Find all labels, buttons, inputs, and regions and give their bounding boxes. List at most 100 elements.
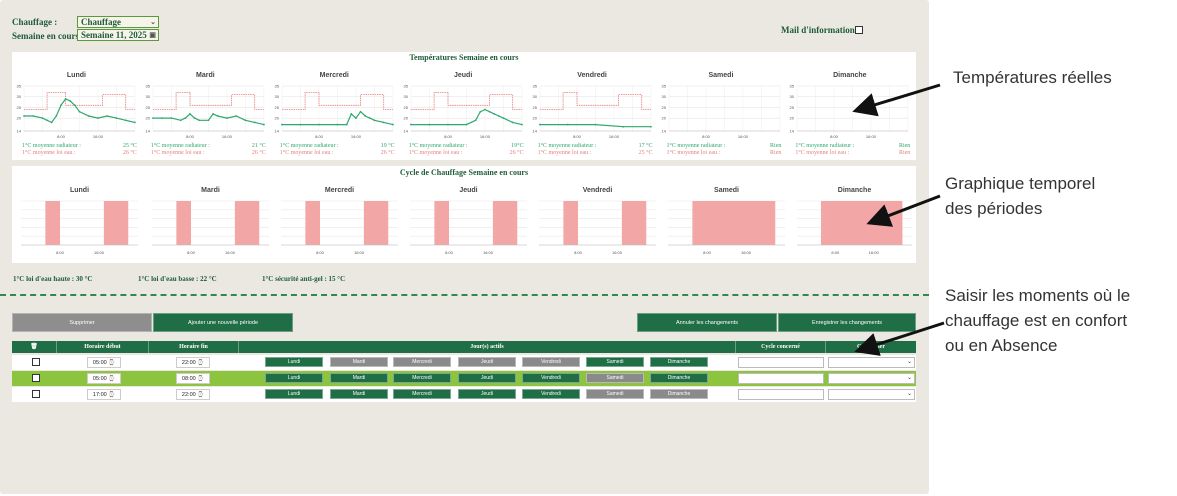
day-toggle-mercredi[interactable]: Mercredi — [393, 357, 451, 367]
day-toggle-jeudi[interactable]: Jeudi — [458, 357, 516, 367]
series-loi-eau-line — [152, 92, 264, 110]
trash-icon[interactable]: 🗑 — [12, 341, 57, 353]
calendar-select[interactable]: ⌄ — [828, 357, 915, 368]
x-tick-label: 8:00 — [187, 250, 196, 255]
stat-water-law-label: 1°C moyenne loi eau : — [408, 150, 463, 156]
y-tick-label: 30 — [661, 94, 666, 99]
cycle-facet-dimanche: Dimanche 8:00 16:00 — [793, 166, 916, 263]
mail-checkbox[interactable] — [855, 26, 863, 34]
day-toggle-mardi[interactable]: Mardi — [330, 389, 388, 399]
stat-water-law-value: 26 °C — [509, 150, 524, 156]
y-tick-label: 14 — [145, 129, 150, 134]
day-toggle-mercredi[interactable]: Mercredi — [393, 373, 451, 383]
radiateur-point — [193, 117, 196, 120]
x-tick-label: 8:00 — [56, 250, 65, 255]
heating-period-bar — [492, 201, 518, 245]
y-tick-label: 30 — [17, 94, 22, 99]
table-row[interactable]: 05:00 ⌚ 08:00 ⌚ Lundi Mardi Mercredi Jeudi Ven… — [12, 371, 916, 386]
header-days: Jour(s) actifs — [239, 341, 736, 353]
stat-water-law-label: 1°C moyenne loi eau : — [150, 150, 205, 156]
water-law-low: 1°C loi d'eau basse : 22 °C — [138, 275, 217, 283]
day-toggle-lundi[interactable]: Lundi — [265, 357, 323, 367]
cycle-title: Cycle de Chauffage Semaine en cours — [399, 168, 529, 177]
day-toggle-mardi[interactable]: Mardi — [330, 357, 388, 367]
stat-water-law-value: 26 °C — [122, 150, 137, 156]
calendar-select[interactable]: ⌄ — [828, 389, 915, 400]
temp-facet-title: Samedi — [708, 72, 734, 79]
day-toggle-samedi[interactable]: Samedi — [586, 357, 644, 367]
day-toggle-mercredi[interactable]: Mercredi — [393, 389, 451, 399]
day-toggle-mardi[interactable]: Mardi — [330, 373, 388, 383]
x-tick-label: 8:00 — [57, 134, 66, 139]
calendar-select[interactable]: ⌄ — [828, 373, 915, 384]
start-time-input[interactable]: 05:00 ⌚ — [87, 357, 121, 368]
week-picker[interactable]: Semaine 11, 2025 ▣ — [77, 29, 159, 41]
cycle-input[interactable] — [738, 373, 824, 384]
radiateur-point — [488, 110, 491, 113]
x-tick-label: 16:00 — [869, 250, 880, 255]
x-tick-label: 16:00 — [737, 134, 748, 139]
temp-facet-title: Jeudi — [453, 72, 473, 79]
radiateur-point — [46, 119, 49, 122]
calendar-icon: ▣ — [149, 31, 156, 39]
day-toggle-samedi[interactable]: Samedi — [586, 389, 644, 399]
day-toggle-samedi[interactable]: Samedi — [586, 373, 644, 383]
y-tick-label: 25 — [532, 105, 537, 110]
delete-button[interactable]: Supprimer — [12, 313, 152, 332]
cycle-input[interactable] — [738, 357, 824, 368]
day-toggle-jeudi[interactable]: Jeudi — [458, 389, 516, 399]
x-tick-label: 8:00 — [703, 250, 712, 255]
day-toggle-dimanche[interactable]: Dimanche — [650, 373, 708, 383]
end-time-input[interactable]: 08:00 ⌚ — [176, 373, 210, 384]
start-time-input[interactable]: 05:00 ⌚ — [87, 373, 121, 384]
save-changes-button[interactable]: Enregistrer les changements — [778, 313, 916, 332]
table-row[interactable]: 05:00 ⌚ 22:00 ⌚ Lundi Mardi Mercredi Jeudi Ven… — [12, 355, 916, 370]
temp-chart-svg: 35 30 25 20 14 8:00 16:00 — [790, 84, 909, 139]
stat-radiator-value: Rien — [770, 143, 782, 149]
chevron-down-icon: ⌄ — [906, 375, 912, 381]
radiateur-point — [262, 123, 265, 126]
cycle-facet-jeudi: Jeudi 8:00 16:00 — [406, 166, 531, 263]
row-select-checkbox[interactable] — [32, 374, 40, 382]
day-toggle-vendredi[interactable]: Vendredi — [522, 389, 580, 399]
header-cycle: Cycle concerné — [736, 341, 826, 353]
temp-facet-samedi: Samedi 35 30 25 20 14 8:00 16:00 1°C moyenne rad… — [657, 52, 786, 160]
day-toggle-dimanche[interactable]: Dimanche — [650, 389, 708, 399]
start-time-input[interactable]: 17:00 ⌚ — [87, 389, 121, 400]
radiateur-point — [97, 117, 99, 120]
day-toggle-dimanche[interactable]: Dimanche — [650, 357, 708, 367]
radiateur-point — [336, 123, 339, 126]
header-start: Horaire début — [57, 341, 149, 353]
cancel-changes-button[interactable]: Annuler les changements — [637, 313, 777, 332]
heating-select[interactable]: Chauffage ⌄ — [77, 16, 159, 28]
day-toggle-lundi[interactable]: Lundi — [265, 373, 323, 383]
x-tick-label: 16:00 — [612, 250, 623, 255]
temp-facet-mardi: Mardi 35 30 25 20 14 8:00 16:00 1°C moyenne radi… — [141, 52, 270, 160]
stat-water-law-value: 26 °C — [380, 150, 395, 156]
x-tick-label: 16:00 — [94, 250, 105, 255]
radiateur-point — [87, 115, 90, 117]
end-time-input[interactable]: 22:00 ⌚ — [176, 357, 210, 368]
end-time-input[interactable]: 22:00 ⌚ — [176, 389, 210, 400]
add-period-button[interactable]: Ajouter une nouvelle période — [153, 313, 293, 332]
day-toggle-jeudi[interactable]: Jeudi — [458, 373, 516, 383]
y-tick-label: 35 — [661, 84, 666, 89]
row-select-checkbox[interactable] — [32, 358, 40, 366]
cycle-input[interactable] — [738, 389, 824, 400]
day-toggle-vendredi[interactable]: Vendredi — [522, 373, 580, 383]
y-tick-label: 25 — [661, 105, 666, 110]
y-tick-label: 25 — [17, 105, 22, 110]
day-toggle-vendredi[interactable]: Vendredi — [522, 357, 580, 367]
temp-facet-lundi: Lundi 35 30 25 20 14 8:00 16:00 1°C moyenne radi… — [12, 52, 141, 160]
y-tick-label: 30 — [532, 94, 537, 99]
day-toggle-lundi[interactable]: Lundi — [265, 389, 323, 399]
x-tick-label: 16:00 — [93, 134, 104, 139]
radiateur-point — [161, 117, 164, 120]
heating-period-bar — [234, 201, 260, 245]
y-tick-label: 14 — [403, 129, 408, 134]
x-tick-label: 16:00 — [222, 134, 233, 139]
table-row[interactable]: 17:00 ⌚ 22:00 ⌚ Lundi Mardi Mercredi Jeudi Ven… — [12, 387, 916, 402]
header-calendar: Calendrier — [857, 344, 885, 350]
radiateur-point — [244, 119, 247, 122]
row-select-checkbox[interactable] — [32, 390, 40, 398]
